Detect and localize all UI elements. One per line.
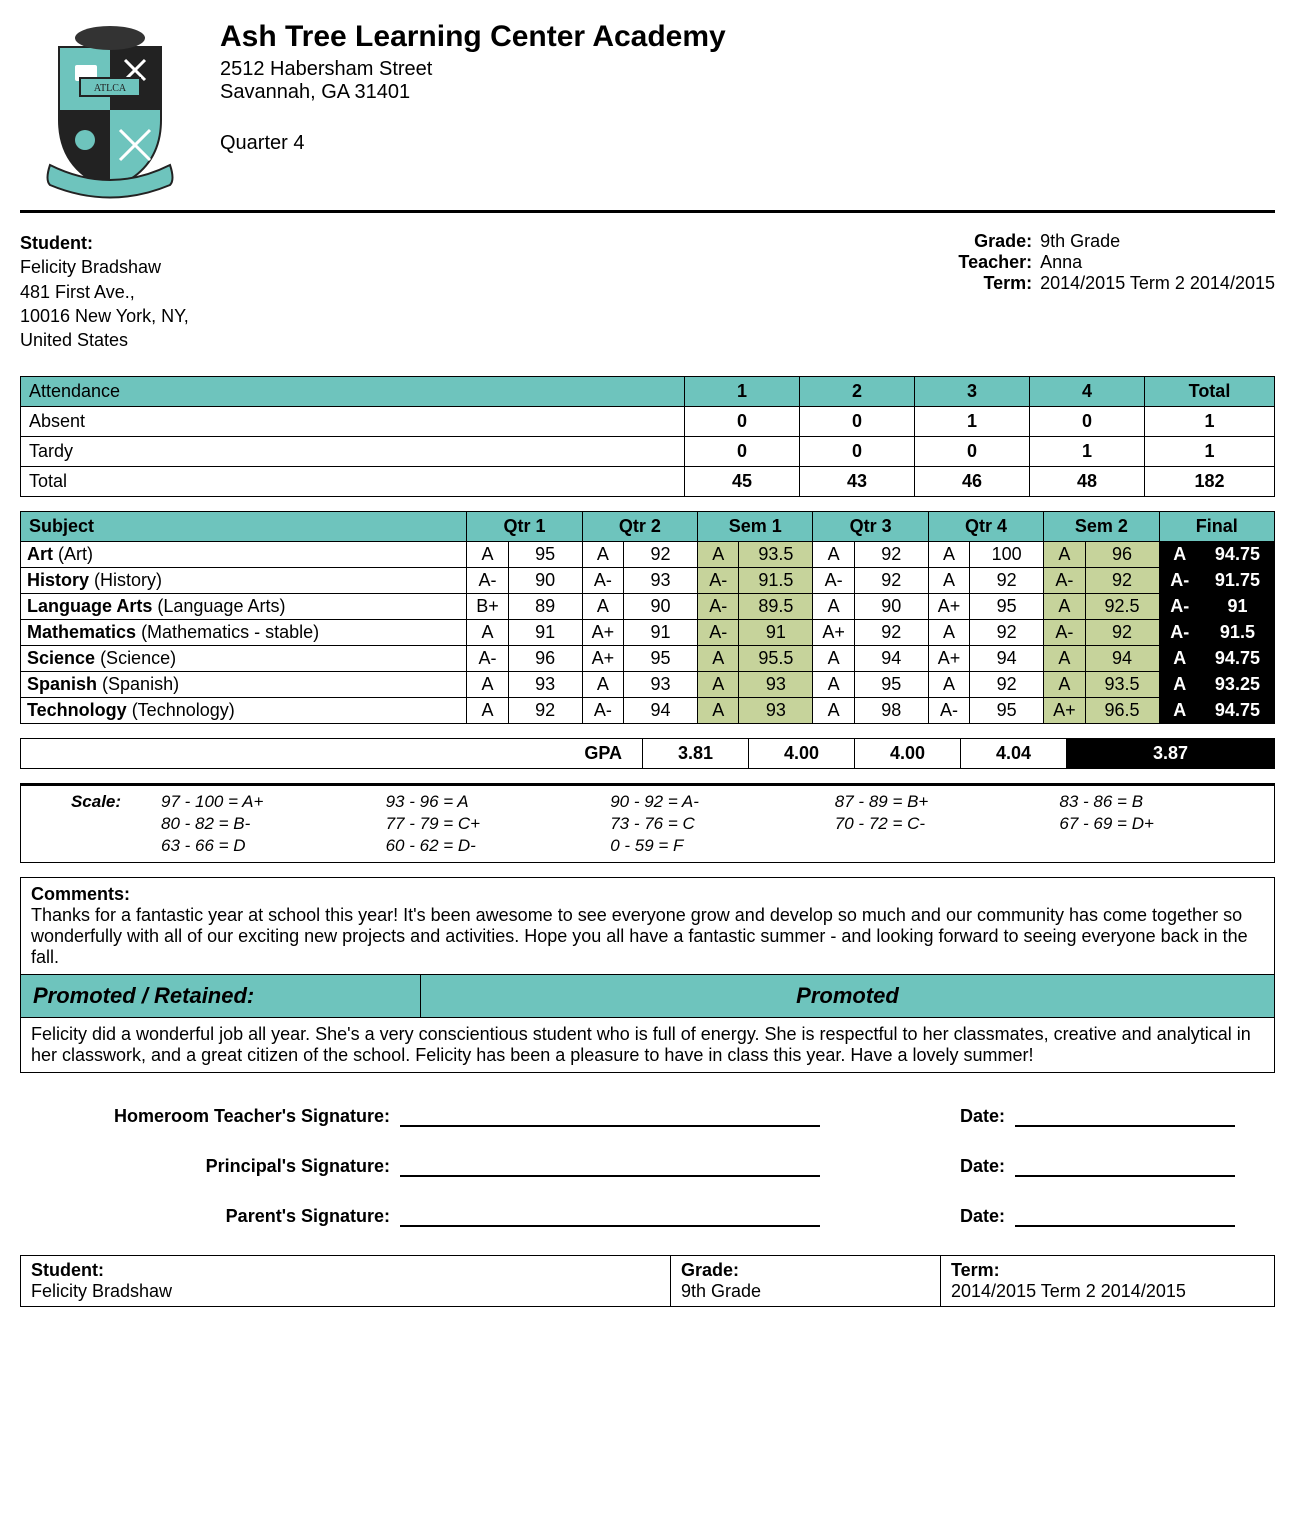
scale-item: 87 - 89 = B+ xyxy=(835,792,1040,812)
scale-item: 0 - 59 = F xyxy=(610,836,815,856)
attendance-header: Attendance xyxy=(21,377,685,407)
school-address-2: Savannah, GA 31401 xyxy=(220,81,726,104)
gpa-value: 4.00 xyxy=(749,739,855,769)
promotion-value: Promoted xyxy=(421,975,1274,1017)
grade-row: Spanish (Spanish)A93A93A93A95A92A93.5A93… xyxy=(21,672,1275,698)
attendance-col: 2 xyxy=(800,377,915,407)
date-line xyxy=(1015,1205,1235,1227)
subject-header: Subject xyxy=(21,512,467,542)
signature-label: Parent's Signature: xyxy=(20,1206,400,1227)
svg-text:ATLCA: ATLCA xyxy=(94,83,127,94)
period-header: Qtr 4 xyxy=(928,512,1043,542)
grade-label: Grade: xyxy=(930,231,1040,252)
footer-term-label: Term: xyxy=(951,1260,1264,1281)
signatures-section: Homeroom Teacher's Signature:Date:Princi… xyxy=(20,1105,1275,1227)
grade-row: Technology (Technology)A92A-94A93A98A-95… xyxy=(21,698,1275,724)
period-header: Qtr 2 xyxy=(582,512,697,542)
period-header: Sem 2 xyxy=(1044,512,1159,542)
period-header: Final xyxy=(1159,512,1274,542)
attendance-table: Attendance1234Total Absent00101Tardy0001… xyxy=(20,376,1275,497)
teacher-label: Teacher: xyxy=(930,252,1040,273)
signature-row: Principal's Signature: Date: xyxy=(20,1155,1275,1177)
student-label: Student: xyxy=(20,233,93,253)
school-address-1: 2512 Habersham Street xyxy=(220,58,726,81)
signature-label: Homeroom Teacher's Signature: xyxy=(20,1106,400,1127)
grade-value: 9th Grade xyxy=(1040,231,1120,252)
signature-row: Homeroom Teacher's Signature: Date: xyxy=(20,1105,1275,1127)
term-label: Term: xyxy=(930,273,1040,294)
student-name: Felicity Bradshaw xyxy=(20,255,189,279)
footer-grade: 9th Grade xyxy=(681,1281,761,1301)
grade-row: Art (Art)A95A92A93.5A92A100A96A94.75 xyxy=(21,542,1275,568)
student-addr-3: United States xyxy=(20,328,189,352)
date-label: Date: xyxy=(960,1206,1015,1227)
grade-row: Science (Science)A-96A+95A95.5A94A+94A94… xyxy=(21,646,1275,672)
grade-row: History (History)A-90A-93A-91.5A-92A92A-… xyxy=(21,568,1275,594)
grade-row: Language Arts (Language Arts)B+89A90A-89… xyxy=(21,594,1275,620)
gpa-table: GPA3.814.004.004.043.87 xyxy=(20,738,1275,769)
quarter-label: Quarter 4 xyxy=(220,132,726,155)
attendance-col: 1 xyxy=(685,377,800,407)
signature-line xyxy=(400,1155,820,1177)
attendance-row: Total45434648182 xyxy=(21,467,1275,497)
promotion-comment: Felicity did a wonderful job all year. S… xyxy=(20,1018,1275,1073)
period-header: Qtr 1 xyxy=(467,512,582,542)
period-header: Sem 1 xyxy=(698,512,813,542)
date-line xyxy=(1015,1105,1235,1127)
date-label: Date: xyxy=(960,1106,1015,1127)
date-label: Date: xyxy=(960,1156,1015,1177)
footer-grade-label: Grade: xyxy=(681,1260,930,1281)
footer-term: 2014/2015 Term 2 2014/2015 xyxy=(951,1281,1186,1301)
gpa-value: 4.00 xyxy=(855,739,961,769)
footer-student-label: Student: xyxy=(31,1260,660,1281)
signature-line xyxy=(400,1105,820,1127)
scale-item: 97 - 100 = A+ xyxy=(161,792,366,812)
student-addr-1: 481 First Ave., xyxy=(20,280,189,304)
student-info-section: Student: Felicity Bradshaw 481 First Ave… xyxy=(20,231,1275,352)
period-header: Qtr 3 xyxy=(813,512,928,542)
term-value: 2014/2015 Term 2 2014/2015 xyxy=(1040,273,1275,294)
footer-student: Felicity Bradshaw xyxy=(31,1281,172,1301)
document-header: ATLCA Ash Tree Learning Center Academy 2… xyxy=(20,20,1275,200)
promotion-header: Promoted / Retained: Promoted xyxy=(20,975,1275,1018)
attendance-col: Total xyxy=(1145,377,1275,407)
school-name: Ash Tree Learning Center Academy xyxy=(220,20,726,54)
scale-item: 67 - 69 = D+ xyxy=(1059,814,1264,834)
signature-label: Principal's Signature: xyxy=(20,1156,400,1177)
date-line xyxy=(1015,1155,1235,1177)
gpa-label: GPA xyxy=(21,739,643,769)
promotion-label: Promoted / Retained: xyxy=(21,975,421,1017)
teacher-value: Anna xyxy=(1040,252,1082,273)
scale-item: 83 - 86 = B xyxy=(1059,792,1264,812)
attendance-row: Tardy00011 xyxy=(21,437,1275,467)
signature-row: Parent's Signature: Date: xyxy=(20,1205,1275,1227)
attendance-col: 3 xyxy=(915,377,1030,407)
signature-line xyxy=(400,1205,820,1227)
comments-text: Thanks for a fantastic year at school th… xyxy=(31,905,1248,967)
gpa-value: 4.04 xyxy=(961,739,1067,769)
scale-item: 60 - 62 = D- xyxy=(386,836,591,856)
grades-table: SubjectQtr 1Qtr 2Sem 1Qtr 3Qtr 4Sem 2Fin… xyxy=(20,511,1275,724)
attendance-row: Absent00101 xyxy=(21,407,1275,437)
scale-item: 73 - 76 = C xyxy=(610,814,815,834)
scale-item: 70 - 72 = C- xyxy=(835,814,1040,834)
scale-item: 80 - 82 = B- xyxy=(161,814,366,834)
scale-item: 63 - 66 = D xyxy=(161,836,366,856)
comments-section: Comments: Thanks for a fantastic year at… xyxy=(20,877,1275,975)
grade-row: Mathematics (Mathematics - stable)A91A+9… xyxy=(21,620,1275,646)
school-logo: ATLCA xyxy=(20,20,200,200)
gpa-value: 3.81 xyxy=(643,739,749,769)
comments-label: Comments: xyxy=(31,884,130,904)
scale-item: 77 - 79 = C+ xyxy=(386,814,591,834)
footer: Student:Felicity Bradshaw Grade:9th Grad… xyxy=(20,1255,1275,1307)
student-addr-2: 10016 New York, NY, xyxy=(20,304,189,328)
header-divider xyxy=(20,210,1275,213)
scale-label: Scale: xyxy=(31,792,161,856)
gpa-value: 3.87 xyxy=(1067,739,1275,769)
attendance-col: 4 xyxy=(1030,377,1145,407)
grading-scale: Scale: 97 - 100 = A+ 93 - 96 = A 90 - 92 =… xyxy=(20,783,1275,863)
scale-item: 93 - 96 = A xyxy=(386,792,591,812)
scale-item: 90 - 92 = A- xyxy=(610,792,815,812)
